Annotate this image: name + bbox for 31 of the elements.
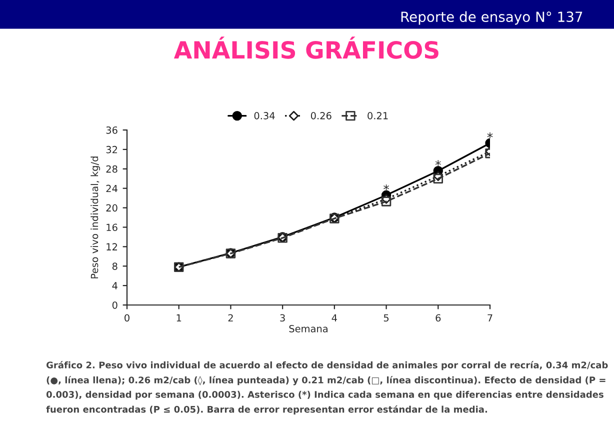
text: Gráfico 2. Peso vivo individual de acuerdo al efecto de densidad de animales por corral de recría, 0.34 m2/cab (●, línea llena); 0.26 m2/cab (◊, línea punteada) y 0.21 m2/cab (□, línea discontinua). Efecto de densidad (P = 0.003), densidad por semana (0.0003). Asterisco (*) Indica cada semana en que diferencias entre densidades fueron encontradas (P ≤ 0.05). Barra de error representan error estándar de la media.: [46, 361, 608, 414]
x-tick-label: 6: [436, 314, 441, 322]
y-tick-label: 4: [112, 282, 118, 290]
x-axis-title: Semana: [289, 325, 328, 332]
x-tick-label: 7: [488, 314, 492, 322]
x-tick-label: 5: [384, 314, 389, 322]
y-tick-label: 28: [106, 165, 118, 173]
point: [381, 196, 392, 206]
annotation: *: [487, 132, 493, 138]
x-tick-label: 4: [332, 314, 337, 322]
annotation: *: [435, 160, 441, 166]
x-tick-label: 0: [124, 314, 130, 322]
legend-label: 0.26: [310, 112, 332, 120]
y-axis-title: Peso vivo individual, kg/d: [90, 156, 100, 278]
x-tick-label: 3: [280, 314, 285, 322]
chart-subtitle: Reporte de ensayo N° 137: [401, 11, 582, 25]
y-tick-label: 20: [106, 204, 118, 212]
x-tick-label: 2: [228, 314, 233, 322]
x-tick-label: 1: [176, 314, 182, 322]
y-tick-label: 32: [106, 146, 117, 154]
y-tick-label: 12: [106, 243, 117, 250]
y-tick-label: 0: [112, 301, 118, 309]
annotation: *: [384, 184, 390, 190]
y-tick-label: 36: [106, 126, 118, 134]
chart-title: ANÁLISIS GRÁFICOS: [174, 36, 438, 59]
legend-label: 0.21: [368, 112, 388, 120]
y-tick-label: 8: [112, 262, 118, 270]
y-tick-label: 24: [106, 184, 118, 192]
point: [433, 174, 444, 184]
y-tick-label: 16: [106, 224, 118, 232]
legend-label: 0.34: [254, 112, 275, 120]
